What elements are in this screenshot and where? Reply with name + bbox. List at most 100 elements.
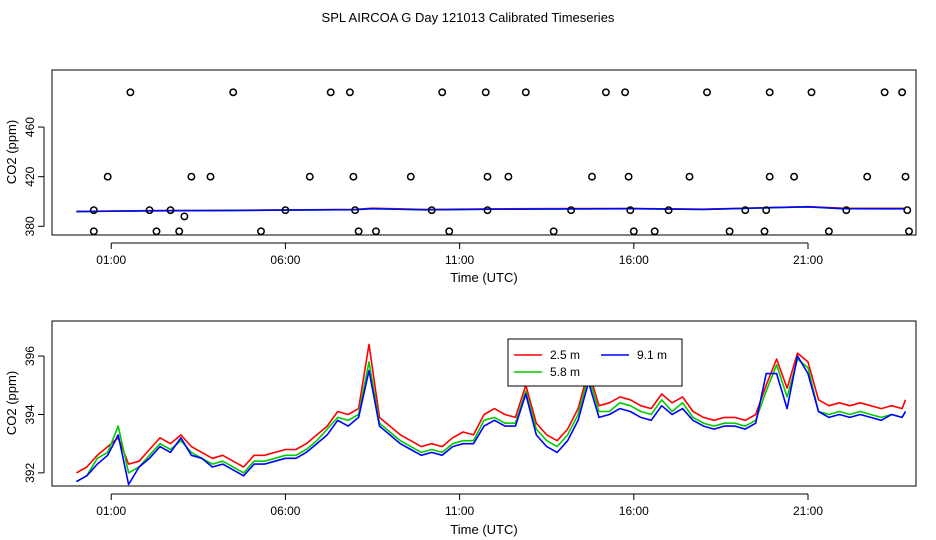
data-point (807, 88, 816, 97)
top-x-label: Time (UTC) (450, 270, 517, 285)
data-point (349, 172, 358, 181)
data-point (166, 206, 175, 215)
x-tick-label: 16:00 (619, 504, 649, 518)
data-point (406, 172, 415, 181)
data-point (588, 172, 596, 181)
data-point (621, 88, 630, 97)
data-point (626, 206, 635, 215)
data-point (438, 88, 447, 97)
data-point (372, 227, 380, 236)
bottom-panel-line: 392 394 396 01:00 06:00 11:00 16:00 21:00 2.5 … (4, 320, 917, 537)
top-y-label: CO2 (ppm) (4, 120, 19, 184)
data-point (765, 88, 774, 97)
x-tick-label: 11:00 (445, 253, 474, 267)
data-point (760, 227, 769, 236)
top-series-lines (76, 205, 906, 213)
data-point (880, 88, 889, 97)
data-point (481, 88, 490, 97)
legend-label: 2.5 m (550, 348, 580, 362)
data-point (762, 206, 771, 215)
x-tick-label: 01:00 (96, 253, 126, 267)
data-point (89, 227, 98, 236)
y-tick-label: 396 (23, 346, 37, 366)
data-point (521, 88, 530, 97)
data-point (824, 227, 833, 236)
series-line-9-1-m (76, 206, 906, 213)
x-tick-label: 06:00 (270, 504, 300, 518)
data-point (445, 227, 454, 236)
data-point (206, 172, 215, 181)
data-point (257, 227, 265, 236)
y-tick-label: 394 (23, 404, 37, 424)
data-point (765, 172, 774, 181)
data-point (305, 172, 314, 181)
data-point (145, 206, 154, 215)
data-point (863, 172, 872, 181)
bottom-y-axis: 392 394 396 (23, 346, 45, 483)
data-point (89, 206, 98, 215)
x-tick-label: 11:00 (445, 504, 474, 518)
data-point (703, 88, 711, 97)
x-tick-label: 16:00 (619, 253, 649, 267)
legend-label: 9.1 m (637, 348, 667, 362)
bottom-x-axis: 01:00 06:00 11:00 16:00 21:00 (96, 493, 823, 518)
series-line-5-8-m (76, 358, 907, 483)
data-point (741, 206, 750, 215)
legend-box (507, 338, 683, 387)
data-point (601, 88, 610, 97)
y-tick-label: 460 (23, 117, 37, 137)
data-point (180, 212, 189, 221)
data-point (126, 88, 135, 97)
data-point (549, 227, 558, 236)
top-scatter-points (89, 88, 913, 236)
data-point (725, 227, 734, 236)
data-point (664, 206, 673, 215)
data-point (187, 172, 196, 181)
y-tick-label: 380 (23, 216, 37, 236)
data-point (483, 206, 492, 215)
bottom-y-label: CO2 (ppm) (4, 371, 19, 435)
bottom-series-lines (76, 343, 907, 486)
series-line-2-5-m (76, 343, 907, 474)
data-point (842, 206, 851, 215)
data-point (175, 227, 184, 236)
data-point (629, 227, 638, 236)
top-x-axis: 01:00 06:00 11:00 16:00 21:00 (96, 242, 823, 267)
data-point (103, 172, 112, 181)
data-point (152, 227, 161, 236)
top-panel-scatter: 380 420 460 01:00 06:00 11:00 16:00 21:00 Time… (4, 69, 917, 285)
x-tick-label: 21:00 (793, 253, 823, 267)
legend: 2.5 m 5.8 m 9.1 m (507, 338, 683, 387)
data-point (427, 206, 436, 215)
data-point (790, 172, 799, 181)
data-point (685, 172, 694, 181)
data-point (345, 88, 354, 97)
data-point (229, 88, 238, 97)
bottom-plot-frame (51, 320, 917, 487)
data-point (326, 88, 335, 97)
data-point (483, 172, 492, 181)
y-tick-label: 392 (23, 463, 37, 483)
data-point (504, 172, 513, 181)
data-point (903, 206, 912, 215)
data-point (898, 88, 907, 97)
y-tick-label: 420 (23, 166, 37, 186)
x-tick-label: 06:00 (270, 253, 300, 267)
data-point (351, 206, 360, 215)
data-point (281, 206, 290, 215)
data-point (901, 172, 910, 181)
bottom-x-label: Time (UTC) (450, 522, 517, 537)
data-point (354, 227, 363, 236)
data-point (624, 172, 633, 181)
x-tick-label: 01:00 (96, 504, 126, 518)
top-y-axis: 380 420 460 (23, 117, 45, 236)
x-tick-label: 21:00 (793, 504, 823, 518)
data-point (567, 206, 576, 215)
data-point (905, 227, 913, 236)
data-point (650, 227, 659, 236)
top-plot-frame (51, 69, 917, 236)
legend-label: 5.8 m (550, 365, 580, 379)
series-line-9-1-m (76, 355, 907, 486)
figure-title: SPL AIRCOA G Day 121013 Calibrated Times… (322, 10, 615, 25)
